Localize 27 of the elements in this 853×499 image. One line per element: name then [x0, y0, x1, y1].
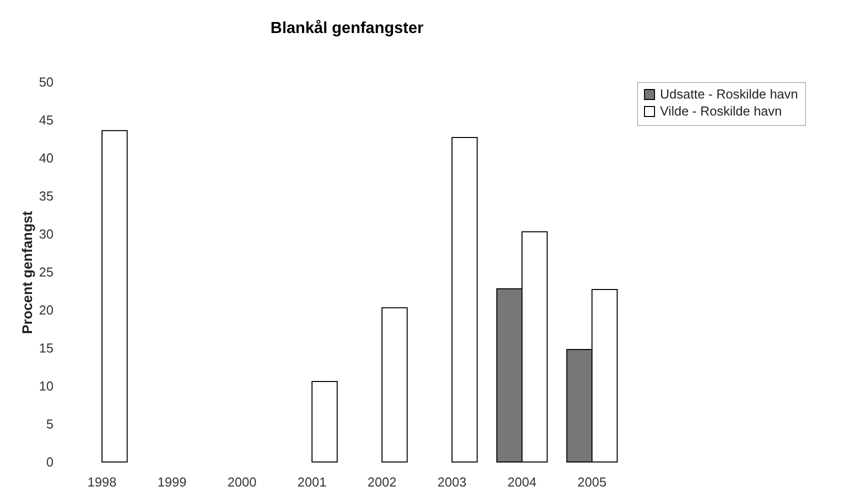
- x-tick-label: 2000: [228, 474, 256, 490]
- bar: [452, 136, 478, 462]
- chart-title: Blankål genfangster: [270, 19, 424, 37]
- bar: [102, 130, 128, 462]
- x-tick-label: 2003: [438, 474, 466, 490]
- bar: [382, 307, 408, 462]
- x-tick-label: 1999: [158, 474, 186, 490]
- x-tick-label: 2005: [578, 474, 606, 490]
- y-tick-label: 15: [39, 340, 54, 356]
- y-tick-label: 25: [39, 264, 54, 280]
- x-tick-label: 2004: [508, 474, 536, 490]
- y-tick-label: 0: [46, 454, 54, 470]
- y-axis-title: Procent genfangst: [19, 210, 36, 334]
- y-tick-label: 30: [39, 226, 54, 242]
- bar: [312, 380, 338, 462]
- x-tick-label: 2002: [368, 474, 396, 490]
- y-tick-label: 20: [39, 302, 54, 318]
- x-tick-label: 1998: [88, 474, 116, 490]
- y-tick-label: 50: [39, 74, 54, 90]
- y-tick-label: 5: [46, 416, 54, 432]
- x-tick-label: 2001: [298, 474, 326, 490]
- y-tick-label: 45: [39, 112, 54, 128]
- legend-label: Vilde - Roskilde havn: [660, 104, 782, 118]
- y-tick-label: 10: [39, 378, 54, 394]
- legend-label: Udsatte - Roskilde havn: [660, 86, 798, 102]
- y-tick-label: 40: [39, 150, 54, 166]
- y-tick-label: 35: [39, 188, 54, 204]
